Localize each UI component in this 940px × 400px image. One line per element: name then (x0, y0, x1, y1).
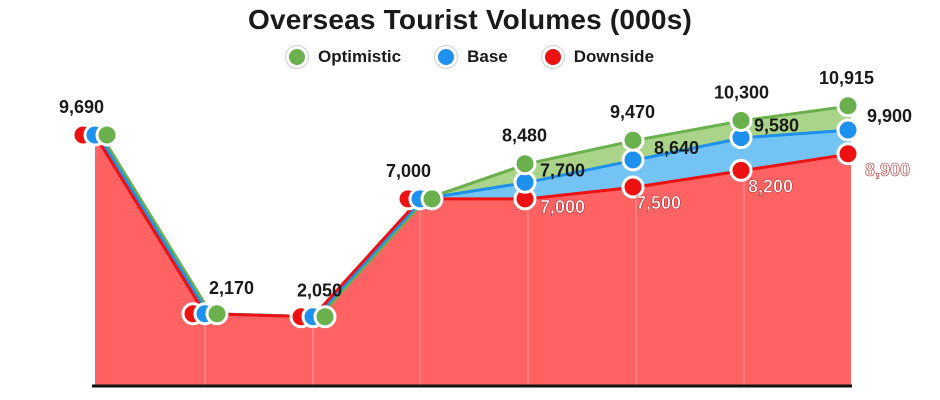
marker-optimistic-6 (621, 128, 645, 152)
legend-swatch-optimistic (285, 46, 308, 68)
marker-downside-8 (836, 142, 860, 166)
chart-title-plain: Overseas Tourist (247, 4, 486, 35)
marker-optimistic-4 (420, 187, 444, 211)
marker-downside-6 (621, 175, 645, 199)
area-optimistic (95, 105, 851, 317)
marker-base-8 (836, 118, 860, 142)
data-label-base-7: 9,580 (754, 116, 799, 136)
data-label-downside-6: 7,500 (636, 193, 681, 213)
data-label-downside-8: 8,900 (865, 160, 910, 180)
marker-optimistic-8 (836, 94, 860, 118)
legend-item-base[interactable]: Base (435, 46, 508, 68)
marker-optimistic-7 (729, 109, 753, 132)
data-label-downside-7: 8,200 (748, 176, 793, 196)
marker-optimistic-3 (313, 305, 337, 329)
data-label-base-8: 9,900 (867, 106, 912, 126)
marker-base-6 (621, 148, 645, 172)
data-label-optimistic-3: 2,050 (297, 281, 342, 301)
data-label-optimistic-7: 10,300 (714, 83, 769, 103)
marker-optimistic-2 (205, 302, 229, 326)
area-base (95, 130, 851, 317)
data-label-base-6: 8,640 (654, 138, 699, 158)
legend-swatch-base (435, 46, 458, 68)
legend-item-optimistic[interactable]: Optimistic (285, 46, 402, 68)
data-label-downside-5: 7,000 (540, 197, 585, 217)
data-label-optimistic-1: 9,690 (59, 97, 104, 117)
marker-optimistic-1 (95, 123, 119, 147)
data-label-optimistic-5: 8,480 (502, 126, 547, 146)
area-downside (95, 135, 851, 386)
legend-item-downside[interactable]: Downside (541, 46, 655, 68)
marker-downside-7 (729, 158, 753, 182)
legend: Optimistic Base Downside (0, 46, 940, 68)
legend-label-base: Base (467, 47, 508, 66)
legend-swatch-downside (541, 46, 564, 68)
legend-label-optimistic: Optimistic (317, 47, 402, 66)
data-label-optimistic-4: 7,000 (386, 161, 431, 181)
chart-title-bold: Volumes (000s) (485, 4, 693, 35)
marker-base-5 (513, 170, 537, 194)
legend-label-downside: Downside (573, 47, 655, 66)
chart-title: Overseas Tourist Volumes (000s) (0, 4, 940, 36)
marker-optimistic-5 (513, 152, 537, 176)
data-label-optimistic-8: 10,915 (819, 68, 874, 88)
data-label-optimistic-2: 2,170 (209, 278, 254, 298)
data-label-optimistic-6: 9,470 (610, 102, 655, 122)
data-label-base-5: 7,700 (540, 160, 585, 180)
